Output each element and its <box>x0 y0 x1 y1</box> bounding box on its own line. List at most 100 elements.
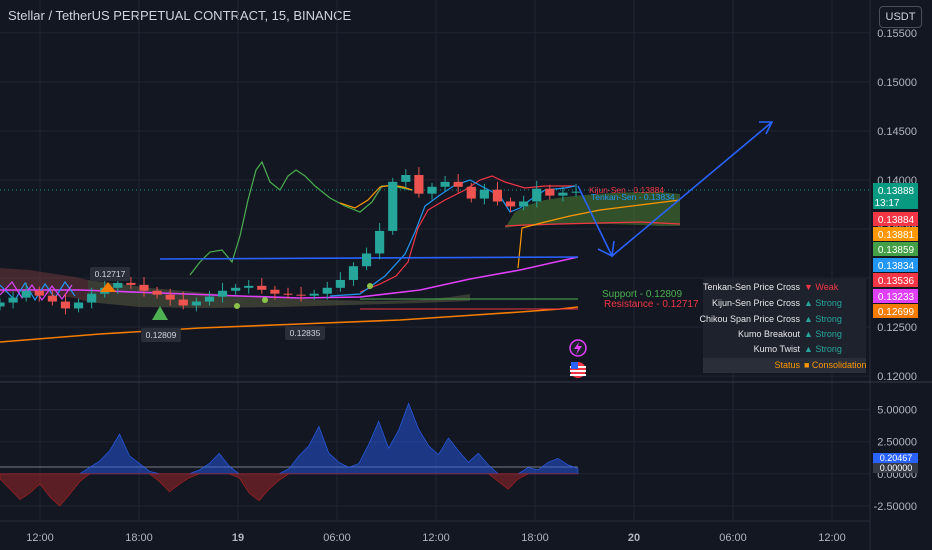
time-tick-label: 06:00 <box>719 532 747 544</box>
time-tick-label: 19 <box>232 532 244 544</box>
price-label-text: 0.13859 <box>878 245 915 256</box>
candle-body <box>466 186 476 199</box>
candle-body <box>388 181 398 231</box>
panel-row-label: Tenkan-Sen Price Cross <box>702 282 800 292</box>
svg-text:0.12835: 0.12835 <box>290 328 321 338</box>
candle-body <box>571 191 581 193</box>
candle-body <box>440 181 450 187</box>
price-label-badge: 0.13859 <box>873 242 918 256</box>
candle-body <box>34 290 44 296</box>
candle-body <box>152 290 162 295</box>
grid-lines <box>0 0 870 521</box>
panel-row-label: Kumo Breakout <box>737 329 800 339</box>
candle-body <box>348 266 359 280</box>
tenkan-annotation: Tenkan-Sen - 0.13834 <box>591 192 675 202</box>
time-tick-label: 12:00 <box>422 532 450 544</box>
candle-body <box>309 293 319 296</box>
time-tick-label: 06:00 <box>323 532 351 544</box>
candle-body <box>204 296 215 302</box>
price-label-text: 0.13881 <box>878 230 915 241</box>
panel-row-label: Kumo Twist <box>753 344 800 354</box>
price-label-text: 0.13536 <box>878 276 915 287</box>
us-flag-event-icon[interactable] <box>570 362 586 378</box>
candle-body <box>139 284 149 291</box>
price-label-badge: 0.12699 <box>873 304 918 318</box>
panel-row: Kumo Breakout ▲ Strong <box>703 327 866 342</box>
candles <box>0 167 581 315</box>
time-tick-label: 20 <box>628 532 640 544</box>
ichimoku-signal-panel: Tenkan-Sen Price Cross ▼ Weak Kijun-Sen … <box>699 279 866 373</box>
panel-row: Tenkan-Sen Price Cross ▼ Weak <box>703 280 866 295</box>
price-label-bg <box>873 183 918 209</box>
price-label-bg <box>873 258 918 272</box>
oscillator-label-text: 0.00000 <box>880 463 913 473</box>
panel-row-value: ▲ Strong <box>804 329 842 339</box>
price-tick-label: 0.14500 <box>877 126 917 138</box>
oscillator-tick-label: -2.50000 <box>874 501 917 513</box>
oscillator-label-badge: 0.20467 <box>873 453 918 463</box>
support-annotation: Support - 0.12809 <box>602 289 682 300</box>
senkou-span-b-line <box>504 221 681 227</box>
panel-row-value: ▲ Strong <box>804 344 842 354</box>
signal-dot <box>262 297 268 303</box>
sell-signal-marker <box>100 282 116 292</box>
oscillator-label-badge: 0.00000 <box>873 463 918 473</box>
oscillator-area <box>0 402 579 507</box>
candle-body <box>231 287 241 291</box>
candle-body <box>558 192 568 196</box>
callout-0-12809: 0.12809 <box>141 328 181 342</box>
lightning-event-icon[interactable] <box>569 339 587 357</box>
price-label-text: 0.13884 <box>878 215 915 226</box>
candle-body <box>414 175 424 194</box>
senkou-line <box>339 184 413 209</box>
panel-status-label: Status <box>774 360 800 370</box>
candle-body <box>519 201 529 207</box>
oscillator-label-bg <box>873 453 918 463</box>
signal-dot <box>234 303 240 309</box>
candle-body <box>47 295 57 302</box>
panel-status-row: Status ■ Consolidation <box>703 358 866 373</box>
price-tick-label: 0.15000 <box>877 77 917 89</box>
oscillator-label-text: 0.20467 <box>880 453 913 463</box>
candle-body <box>270 289 280 294</box>
candle-body <box>322 287 332 294</box>
chart-title: Stellar / TetherUS PERPETUAL CONTRACT, 1… <box>8 8 352 23</box>
signal-dot <box>367 283 373 289</box>
candle-body <box>427 186 437 194</box>
currency-button[interactable]: USDT <box>879 6 922 28</box>
candle-body <box>479 189 489 199</box>
panel-row: Kumo Twist ▲ Strong <box>703 342 866 357</box>
oscillator-tick-label: 2.50000 <box>877 437 917 449</box>
price-label-text: 0.13233 <box>878 292 915 303</box>
panel-status-value: ■ Consolidation <box>804 360 867 370</box>
candle-body <box>165 294 175 300</box>
panel-row: Kijun-Sen Price Cross ▲ Strong <box>703 296 866 311</box>
kumo-cloud-mid <box>88 280 470 308</box>
svg-text:0.12717: 0.12717 <box>95 269 126 279</box>
price-tick-label: 0.15500 <box>877 28 917 40</box>
senkou-span-a-line <box>517 199 681 269</box>
candle-body <box>21 290 31 298</box>
panel-row-value: ▲ Strong <box>804 314 842 324</box>
price-label-badge: 0.13233 <box>873 289 918 303</box>
oscillator-negative-area <box>0 473 578 507</box>
candle-body <box>361 253 372 267</box>
projection-arrowhead-2 <box>759 121 774 135</box>
time-tick-label: 12:00 <box>26 532 54 544</box>
panel-row-label: Chikou Span Price Cross <box>699 314 800 324</box>
time-tick-label: 18:00 <box>521 532 549 544</box>
oscillator-label-bg <box>873 463 918 473</box>
price-label-bg <box>873 304 918 318</box>
price-tick-label: 0.12500 <box>877 322 917 334</box>
time-tick-label: 12:00 <box>818 532 846 544</box>
price-label-bg <box>873 242 918 256</box>
candle-body <box>453 181 463 187</box>
oscillator-tick-label: 5.00000 <box>877 405 917 417</box>
price-label-text: 0.12699 <box>878 307 915 318</box>
candle-body <box>191 301 201 306</box>
price-label-text: 0.13834 <box>878 261 915 272</box>
price-label-bg <box>873 289 918 303</box>
candle-body <box>126 282 136 285</box>
